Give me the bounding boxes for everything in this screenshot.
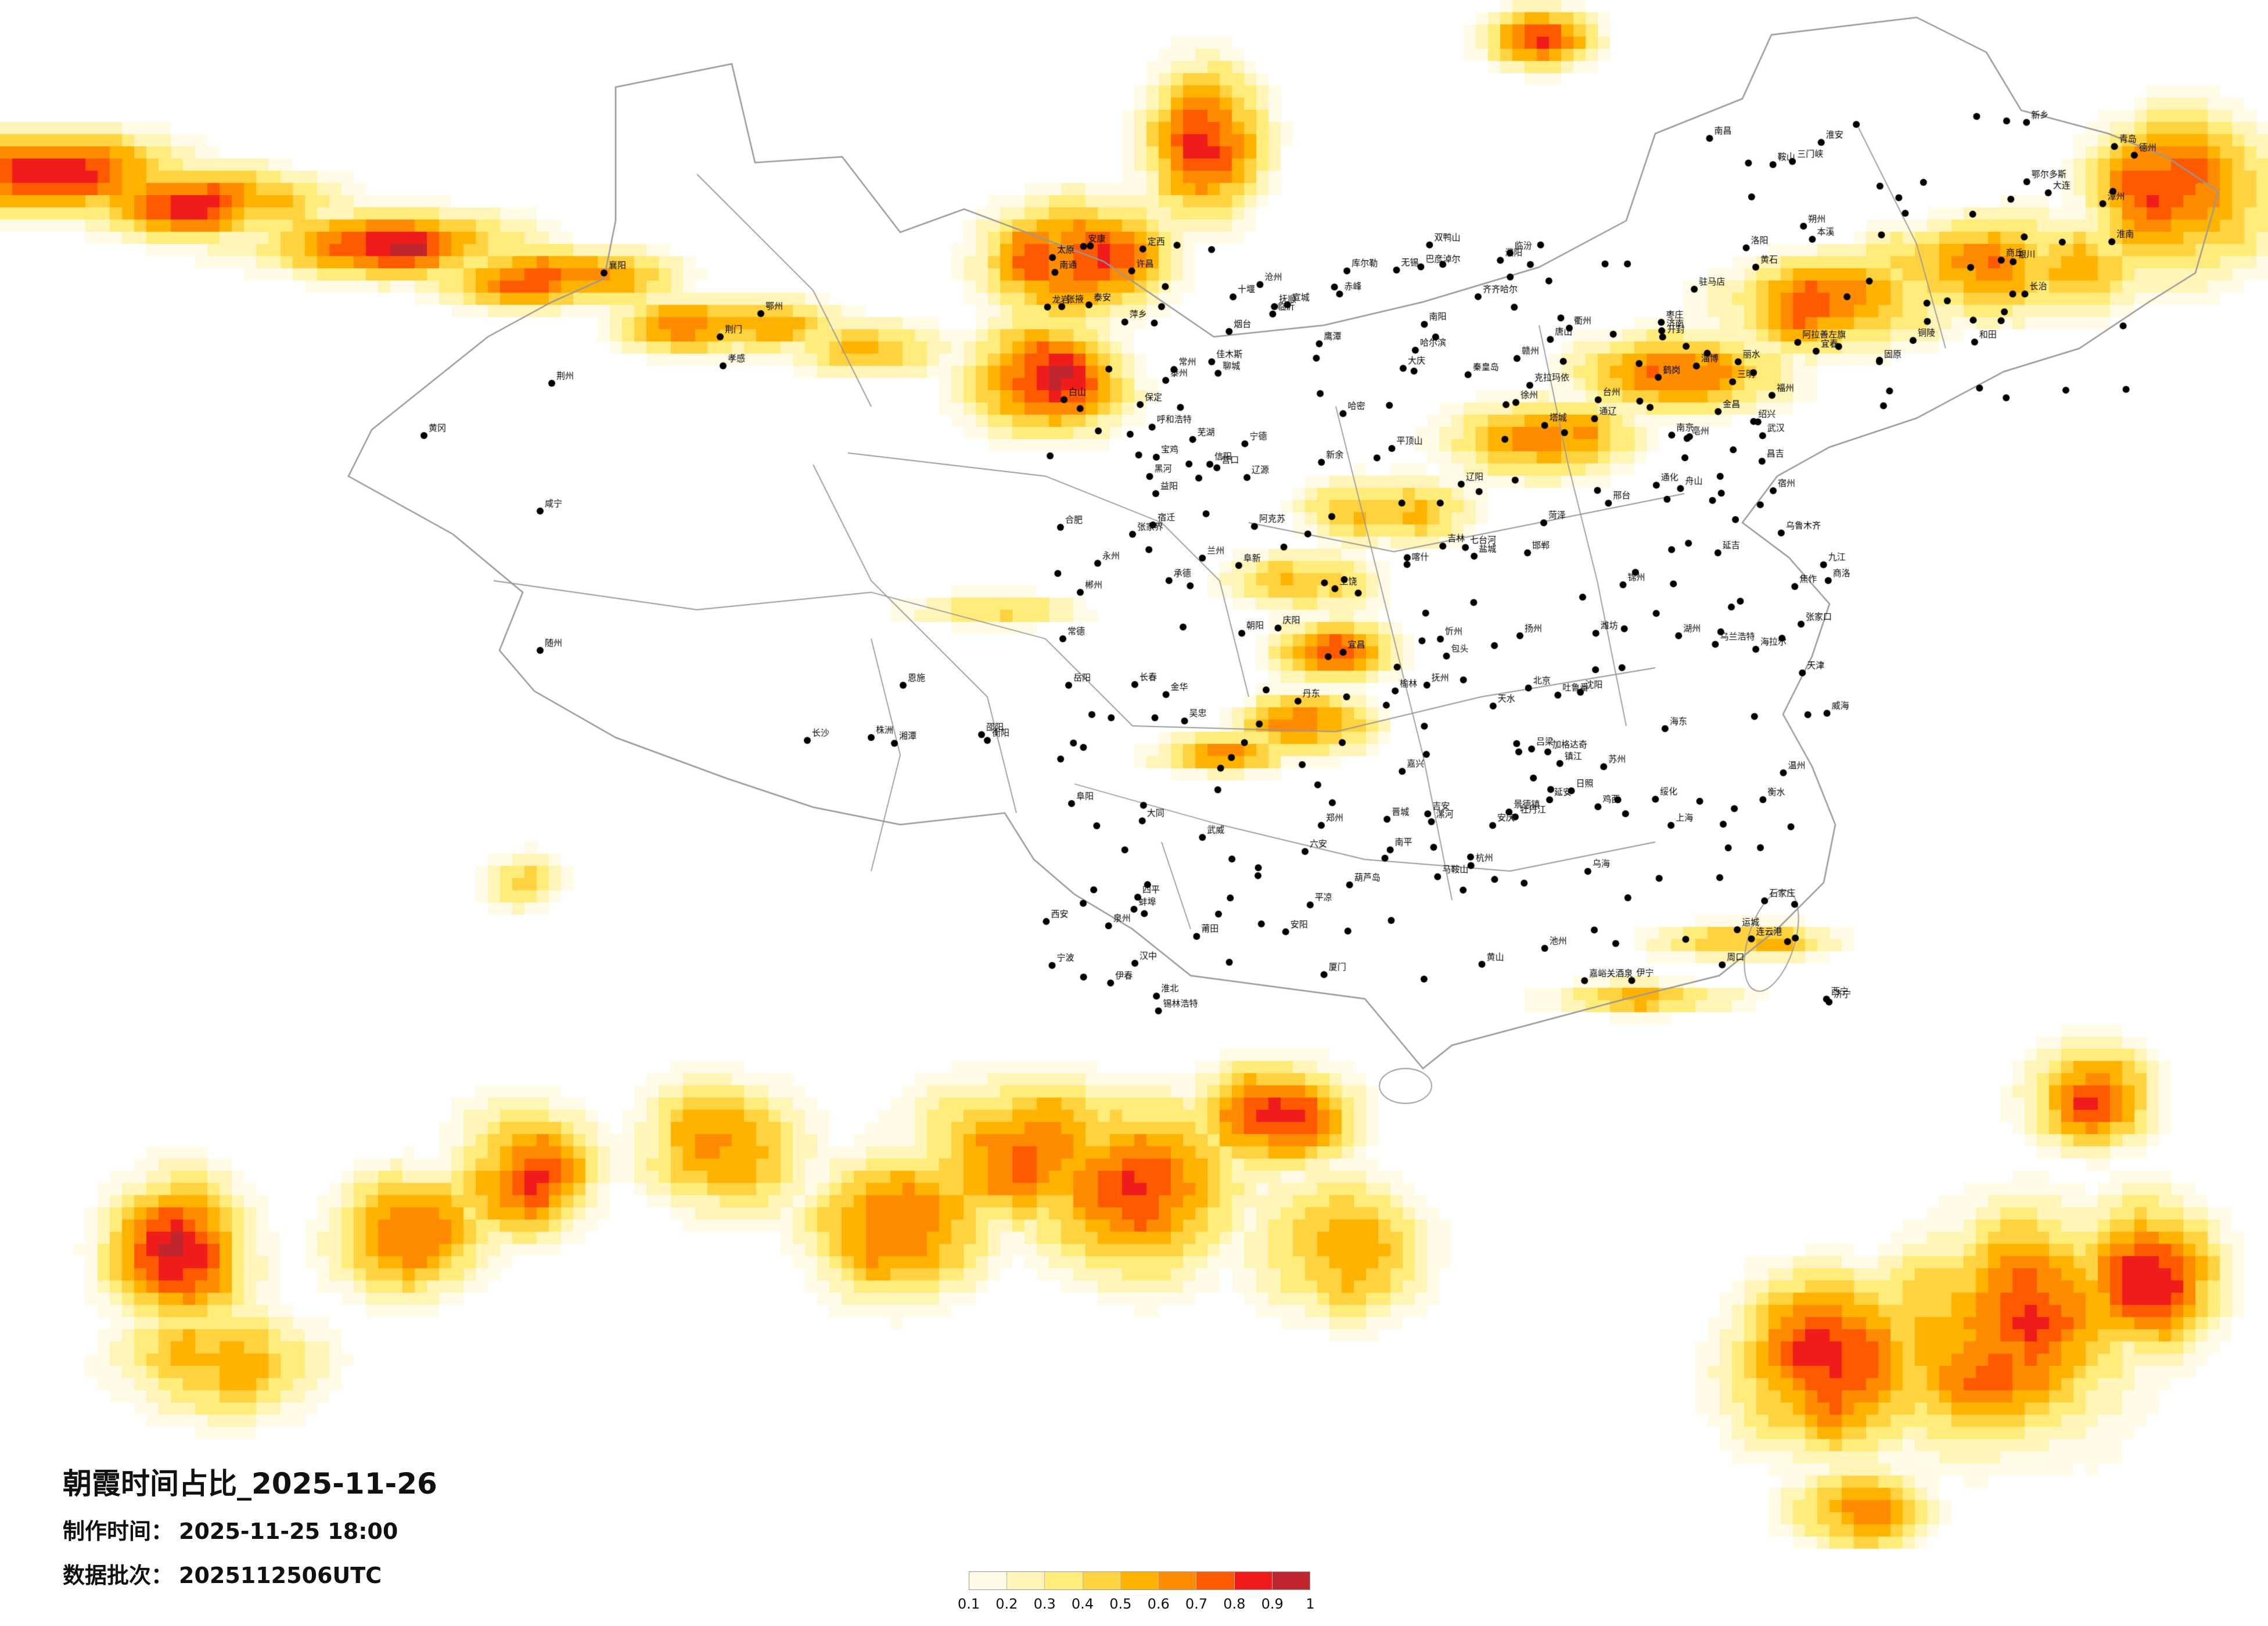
colorbar-tick-label: 0.9 — [1261, 1596, 1284, 1612]
colorbar-swatch — [1159, 1572, 1197, 1589]
colorbar-swatch — [1234, 1572, 1273, 1589]
production-time: 制作时间： 2025-11-25 18:00 — [63, 1520, 437, 1542]
colorbar-tick-label: 0.6 — [1147, 1596, 1170, 1612]
production-time-label: 制作时间： — [63, 1519, 174, 1544]
colorbar-tick-label: 0.4 — [1071, 1596, 1094, 1612]
colorbar-swatch — [1083, 1572, 1121, 1589]
title-block: 朝霞时间占比_2025-11-26 制作时间： 2025-11-25 18:00 … — [63, 1469, 437, 1587]
data-batch: 数据批次： 2025112506UTC — [63, 1564, 437, 1587]
colorbar-tick-label: 0.1 — [957, 1596, 980, 1612]
colorbar-legend — [969, 1571, 1310, 1590]
colorbar-tick-label: 0.7 — [1185, 1596, 1208, 1612]
colorbar-tick-label: 1 — [1306, 1596, 1315, 1612]
colorbar-swatch — [1272, 1572, 1310, 1589]
data-batch-label: 数据批次： — [63, 1563, 174, 1588]
colorbar-tick-label: 0.5 — [1109, 1596, 1132, 1612]
map-title: 朝霞时间占比_2025-11-26 — [63, 1467, 437, 1501]
production-time-value: 2025-11-25 18:00 — [179, 1519, 398, 1544]
colorbar-swatch — [1007, 1572, 1045, 1589]
colorbar-tick-label: 0.2 — [995, 1596, 1018, 1612]
colorbar-ticks: 0.1 0.2 0.3 0.4 0.5 0.6 0.7 0.8 0.9 1 — [958, 1596, 1315, 1613]
colorbar-swatch — [1045, 1572, 1083, 1589]
colorbar-swatch — [1196, 1572, 1235, 1589]
data-batch-value: 2025112506UTC — [179, 1563, 382, 1588]
colorbar-swatch — [1120, 1572, 1159, 1589]
colorbar-tick-label: 0.8 — [1223, 1596, 1246, 1612]
colorbar-swatch — [969, 1572, 1008, 1589]
colorbar-tick-label: 0.3 — [1033, 1596, 1056, 1612]
